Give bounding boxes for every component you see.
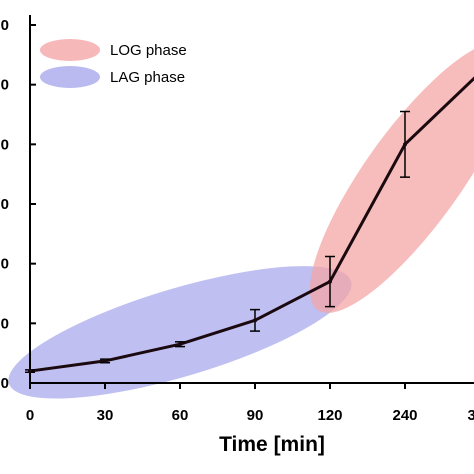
y-tick-label: 0: [1, 196, 9, 213]
log-phase-region: [309, 41, 474, 313]
y-tick-label: 0: [1, 315, 9, 332]
x-tick-label: 30: [97, 407, 114, 424]
y-tick-label: 0: [1, 77, 9, 94]
x-tick-label: 240: [392, 407, 417, 424]
y-tick-label: 0: [1, 136, 9, 153]
data-point: [403, 142, 407, 147]
data-point: [103, 358, 107, 363]
x-tick-label: 360: [467, 407, 474, 424]
legend: LOG phase LAG phase: [40, 39, 187, 88]
x-axis-title: Time [min]: [219, 433, 325, 456]
x-tick-label: 0: [26, 407, 34, 424]
data-point: [328, 279, 332, 284]
data-point: [253, 318, 257, 323]
legend-swatch: [40, 39, 100, 61]
x-tick-label: 60: [172, 407, 189, 424]
legend-swatch: [40, 66, 100, 88]
labels-layer: 00000000306090120240360: [1, 17, 474, 424]
axes: [29, 15, 474, 389]
data-point: [178, 342, 182, 347]
x-tick-label: 90: [247, 407, 264, 424]
lag-phase-region: [8, 266, 352, 399]
x-tick-label: 120: [317, 407, 342, 424]
legend-label: LOG phase: [110, 42, 187, 59]
legend-label: LAG phase: [110, 69, 185, 86]
y-tick-label: 0: [1, 256, 9, 273]
y-tick-label: 0: [1, 375, 9, 392]
data-point: [28, 369, 32, 374]
y-tick-label: 0: [1, 17, 9, 34]
series-layer: [25, 76, 474, 374]
